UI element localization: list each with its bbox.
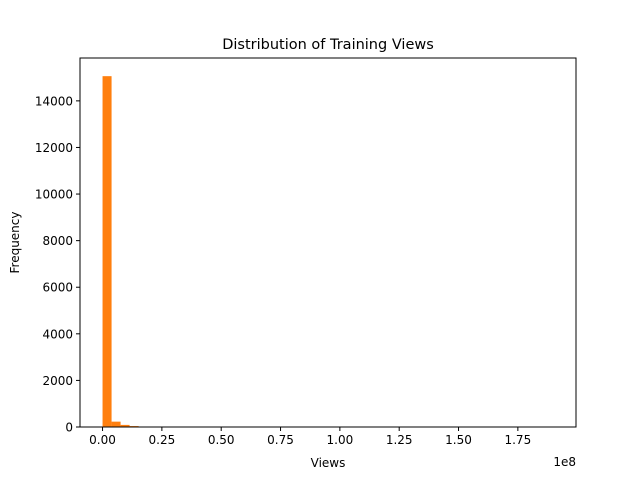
y-tick-label: 2000 bbox=[42, 374, 73, 388]
x-tick-label: 1.25 bbox=[386, 433, 413, 447]
x-tick-label: 0.00 bbox=[89, 433, 116, 447]
y-tick-label: 8000 bbox=[42, 234, 73, 248]
x-tick-label: 0.25 bbox=[149, 433, 176, 447]
y-axis-title: Frequency bbox=[8, 212, 22, 274]
x-tick-label: 1.00 bbox=[327, 433, 354, 447]
y-tick-label: 4000 bbox=[42, 327, 73, 341]
histogram-bar bbox=[111, 421, 121, 427]
x-tick-label: 1.50 bbox=[445, 433, 472, 447]
y-tick-label: 10000 bbox=[35, 188, 73, 202]
x-offset-label: 1e8 bbox=[553, 455, 576, 469]
y-tick-label: 0 bbox=[65, 421, 73, 435]
histogram-bar bbox=[120, 424, 130, 427]
y-ticks-group: 0 2000 4000 6000 8000 10000 12000 14000 bbox=[35, 94, 80, 435]
histogram-bar bbox=[102, 76, 112, 427]
y-tick-label: 12000 bbox=[35, 141, 73, 155]
x-tick-label: 1.75 bbox=[504, 433, 531, 447]
chart-title: Distribution of Training Views bbox=[222, 37, 434, 53]
y-tick-label: 6000 bbox=[42, 281, 73, 295]
y-tick-label: 14000 bbox=[35, 94, 73, 108]
x-tick-label: 0.75 bbox=[267, 433, 294, 447]
x-axis-title: Views bbox=[311, 456, 346, 470]
x-tick-label: 0.50 bbox=[208, 433, 235, 447]
x-ticks-group: 0.00 0.25 0.50 0.75 1.00 1.25 1.50 1.75 bbox=[89, 427, 531, 447]
plot-frame bbox=[79, 57, 577, 428]
